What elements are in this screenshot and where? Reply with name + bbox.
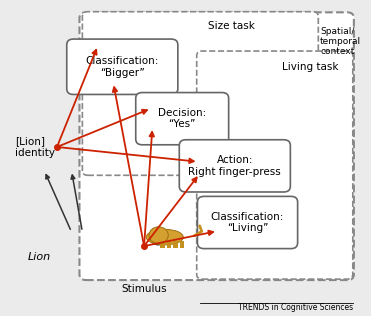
FancyBboxPatch shape bbox=[179, 140, 290, 192]
Text: Size task: Size task bbox=[208, 21, 255, 32]
Bar bbox=[167, 240, 171, 248]
Text: Action:
Right finger-press: Action: Right finger-press bbox=[188, 155, 281, 177]
Bar bbox=[180, 240, 184, 248]
FancyBboxPatch shape bbox=[82, 12, 318, 175]
Text: [Lion]
identity: [Lion] identity bbox=[15, 136, 55, 158]
FancyBboxPatch shape bbox=[67, 39, 178, 94]
FancyBboxPatch shape bbox=[136, 93, 229, 145]
Bar bbox=[160, 240, 165, 248]
Text: Classification:
“Living”: Classification: “Living” bbox=[211, 212, 284, 233]
FancyBboxPatch shape bbox=[197, 196, 298, 249]
Bar bbox=[174, 240, 178, 248]
Text: Stimulus: Stimulus bbox=[121, 283, 167, 294]
Text: Decision:
“Yes”: Decision: “Yes” bbox=[158, 108, 206, 130]
Ellipse shape bbox=[146, 229, 183, 245]
FancyBboxPatch shape bbox=[197, 51, 353, 279]
Circle shape bbox=[149, 227, 168, 243]
Ellipse shape bbox=[149, 228, 167, 245]
Text: Living task: Living task bbox=[282, 62, 338, 72]
Text: Lion: Lion bbox=[28, 252, 51, 262]
Text: TRENDS in Cognitive Sciences: TRENDS in Cognitive Sciences bbox=[238, 303, 353, 312]
Text: Classification:
“Bigger”: Classification: “Bigger” bbox=[86, 56, 159, 77]
FancyBboxPatch shape bbox=[79, 12, 354, 280]
Text: Spatial/
temporal
context: Spatial/ temporal context bbox=[320, 27, 361, 57]
